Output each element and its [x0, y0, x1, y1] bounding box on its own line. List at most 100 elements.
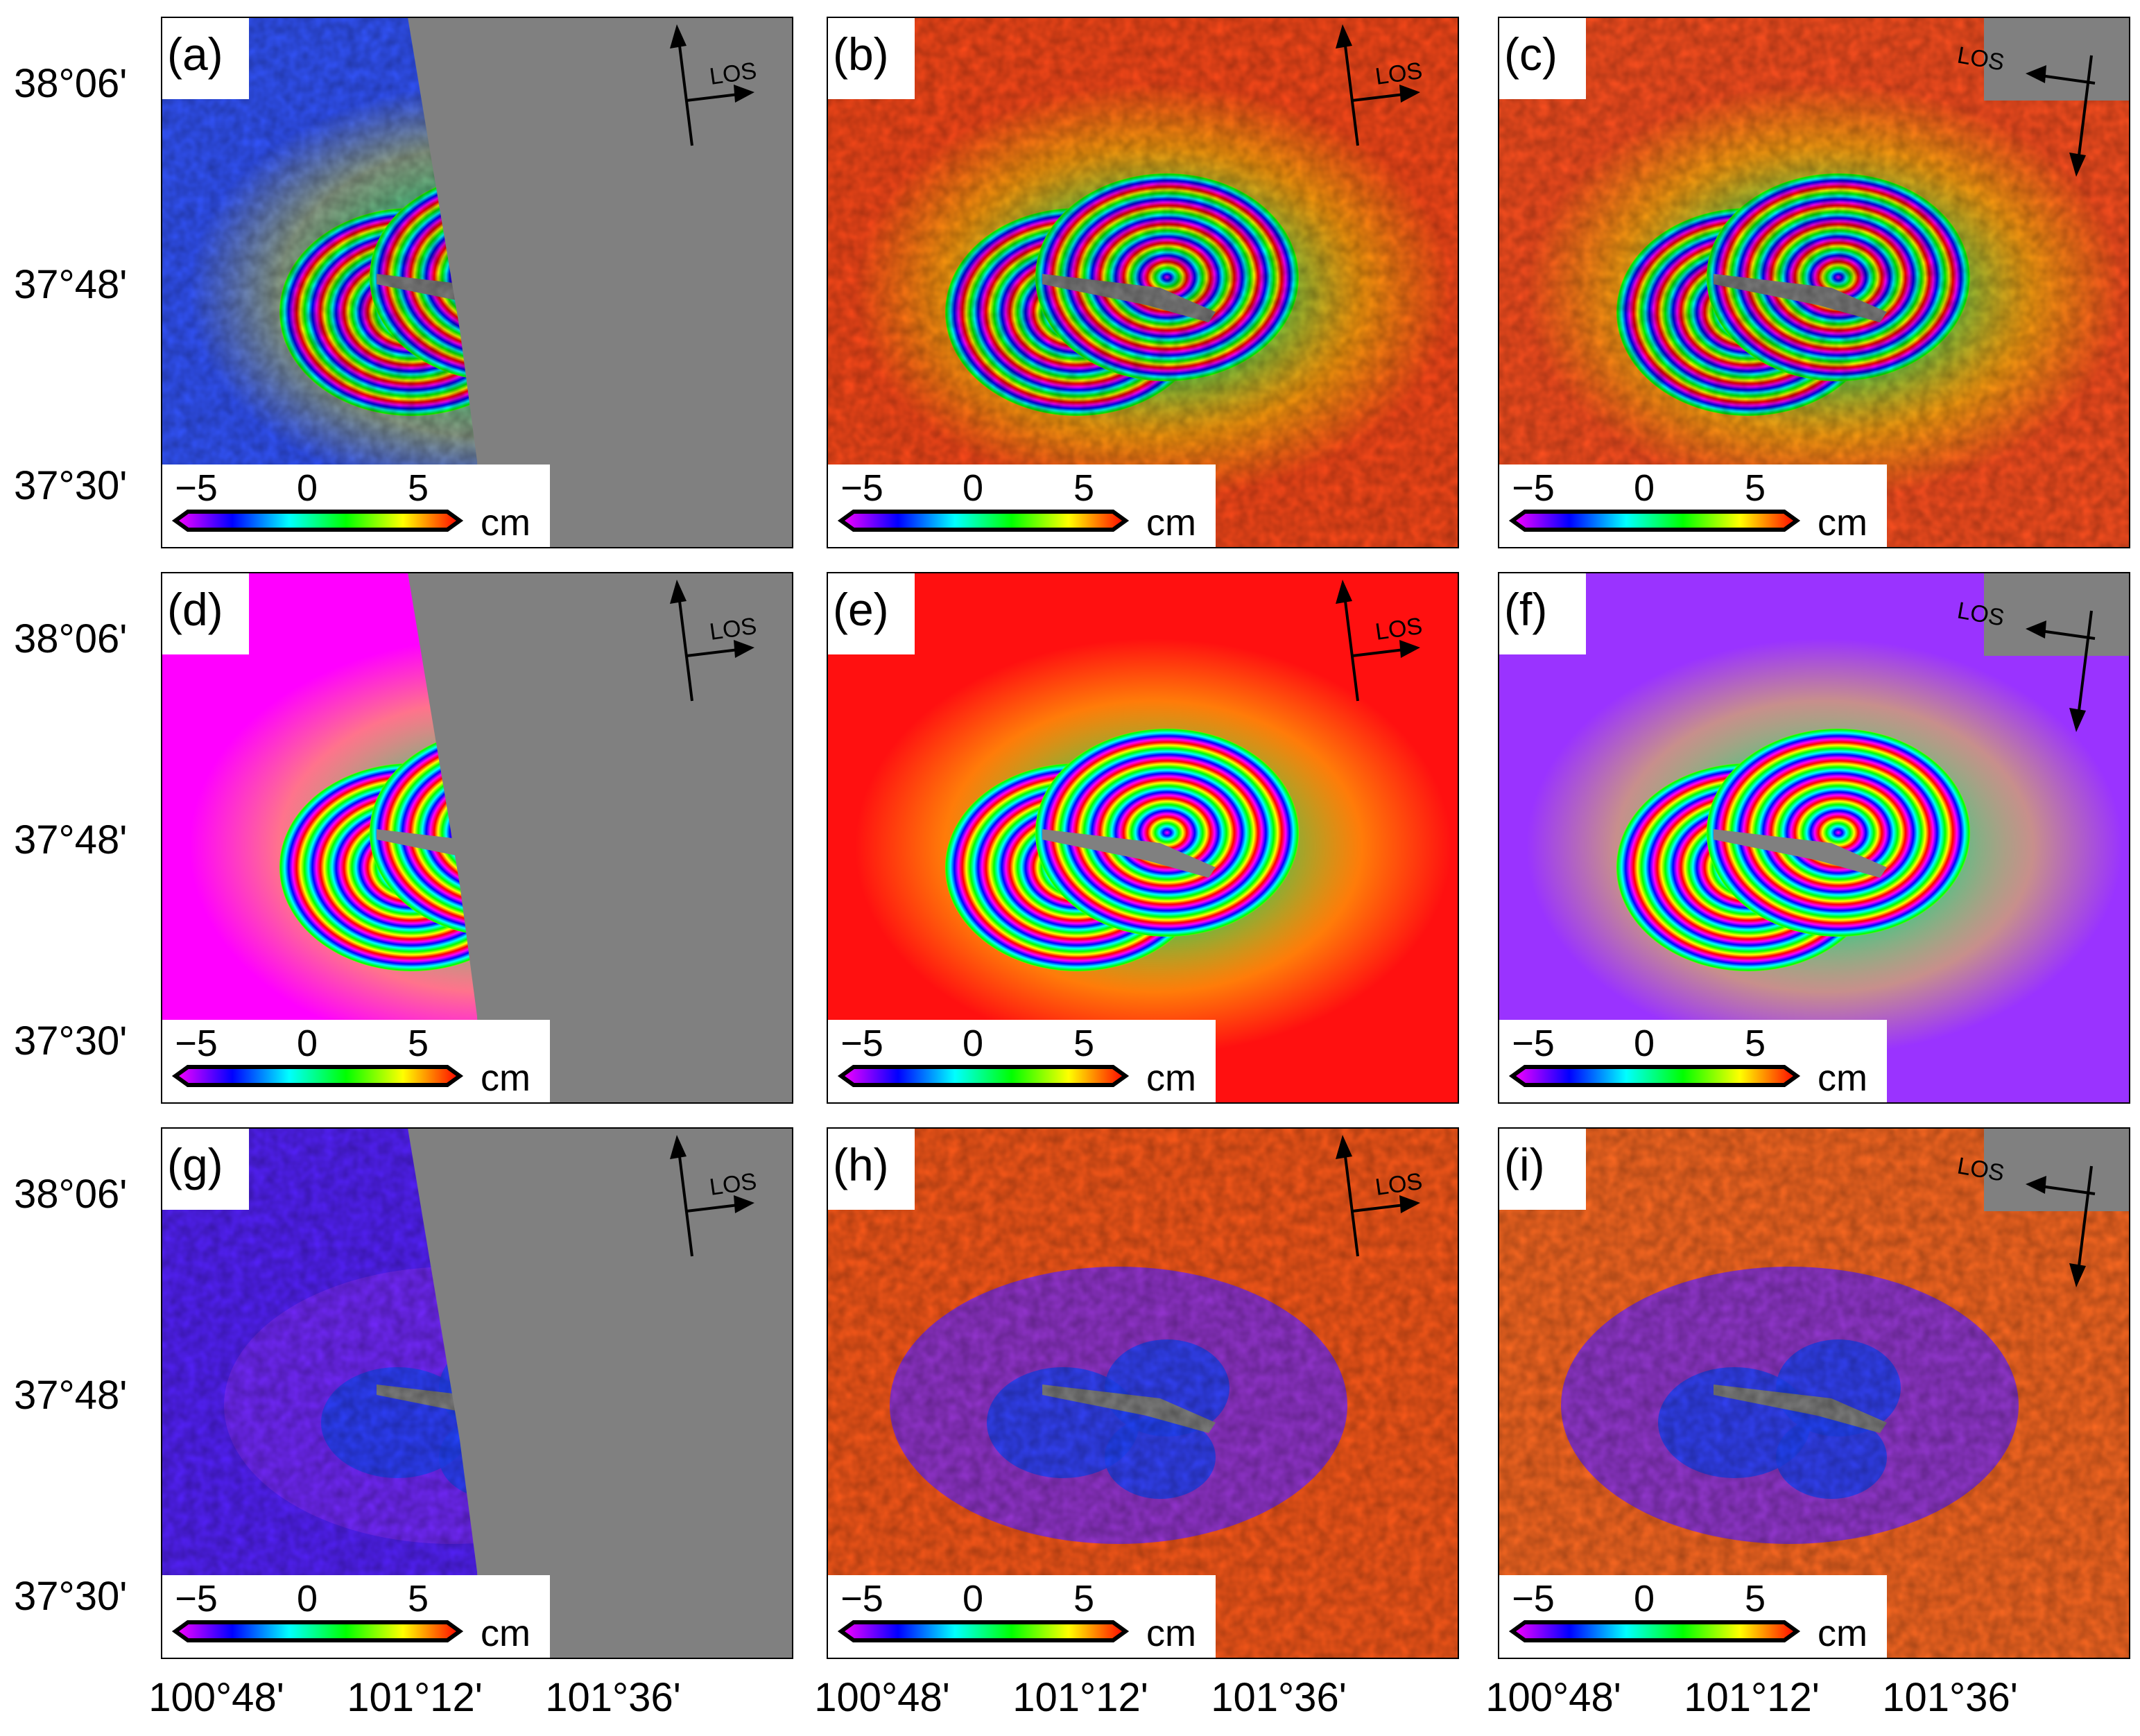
colorbar-tick-label: 5	[408, 1578, 429, 1620]
colorbar-tick-label: −5	[175, 1578, 218, 1620]
los-arrow-icon: LOS	[1336, 24, 1424, 146]
colorbar-tick-label: −5	[840, 467, 883, 509]
colorbar-unit: cm	[1146, 1057, 1196, 1099]
los-label: LOS	[708, 58, 759, 90]
panel-label-background	[1499, 1128, 1586, 1210]
colorbar-legend: −5 0 5 cm	[1499, 465, 1887, 548]
lon-label-mid-col1: 101°12'	[347, 1675, 483, 1720]
fringe-lobe	[1035, 729, 1299, 937]
los-arrow-icon: LOS	[670, 24, 758, 146]
lat-label-mid-row2: 37°48'	[14, 817, 128, 862]
colorbar-legend: −5 0 5 cm	[1499, 1020, 1887, 1103]
panel-label: (a)	[167, 28, 223, 80]
colorbar	[1508, 510, 1801, 532]
colorbar-unit: cm	[1818, 1613, 1867, 1654]
colorbar-tick-label: −5	[1512, 1578, 1555, 1620]
no-data-area	[1984, 1128, 2130, 1211]
panel-label: (e)	[833, 584, 889, 635]
colorbar-tick-label: 0	[963, 1578, 983, 1620]
colorbar	[837, 1065, 1130, 1087]
panel-frame	[1498, 572, 2130, 1104]
colorbar-tick-label: 5	[1745, 1023, 1766, 1064]
panel-frame	[161, 1127, 793, 1659]
colorbar-background	[162, 465, 550, 548]
colorbar-legend: −5 0 5 cm	[827, 1020, 1216, 1103]
lat-label-mid-row3: 37°48'	[14, 1373, 128, 1418]
colorbar-legend: −5 0 5 cm	[827, 1575, 1216, 1658]
colorbar-tick-label: −5	[1512, 1023, 1555, 1064]
panel-label-background	[1499, 573, 1586, 654]
colorbar-tick-label: 5	[1073, 1023, 1094, 1064]
lon-label-mid-col2: 101°12'	[1012, 1675, 1148, 1720]
colorbar-tick-label: 0	[297, 1023, 318, 1064]
lat-label-south-row3: 37°30'	[14, 1574, 128, 1619]
colorbar-legend: −5 0 5 cm	[162, 465, 550, 548]
colorbar	[171, 1620, 464, 1642]
lat-label-north-row3: 38°06'	[14, 1172, 128, 1217]
panel-label-background	[827, 17, 915, 99]
colorbar-legend: −5 0 5 cm	[1499, 1575, 1887, 1658]
panel-label: (h)	[833, 1139, 889, 1190]
colorbar	[171, 1065, 464, 1087]
colorbar-tick-label: 0	[1634, 467, 1655, 509]
panel-label-background	[827, 1128, 915, 1210]
los-label: LOS	[1374, 58, 1424, 90]
colorbar-unit: cm	[1818, 1057, 1867, 1099]
colorbar-unit: cm	[1146, 1613, 1196, 1654]
no-data-area	[408, 1128, 793, 1658]
lon-label-east-col1: 101°36'	[545, 1675, 681, 1720]
panel-label: (b)	[833, 28, 889, 80]
colorbar	[837, 510, 1130, 532]
lat-label-north-row2: 38°06'	[14, 616, 128, 661]
panel-h: −5 0 5 cm (h) LOS	[827, 1127, 1459, 1659]
los-label: LOS	[1374, 1168, 1424, 1201]
colorbar-background	[162, 1575, 550, 1658]
colorbar-tick-label: 5	[408, 467, 429, 509]
colorbar-tick-label: 0	[1634, 1578, 1655, 1620]
colorbar-unit: cm	[1146, 502, 1196, 544]
lon-label-east-col3: 101°36'	[1882, 1675, 2018, 1720]
panel-label: (d)	[167, 584, 223, 635]
speckle-noise	[1499, 17, 2130, 548]
no-data-area	[1984, 573, 2130, 656]
lon-label-west-col2: 100°48'	[814, 1675, 950, 1720]
colorbar-background	[1499, 1020, 1887, 1103]
panel-d: −5 0 5 cm (d) LOS	[161, 572, 793, 1104]
panel-label: (i)	[1504, 1139, 1545, 1190]
panel-frame	[1498, 17, 2130, 548]
colorbar-unit: cm	[1818, 502, 1867, 544]
no-data-area	[408, 573, 793, 1103]
panel-label: (g)	[167, 1139, 223, 1190]
colorbar	[171, 510, 464, 532]
los-label: LOS	[708, 1168, 759, 1201]
panel-g: −5 0 5 cm (g) LOS	[161, 1127, 793, 1659]
colorbar-unit: cm	[481, 1613, 530, 1654]
panel-i: −5 0 5cm(i) LOS	[1498, 1127, 2130, 1659]
los-arrow-icon: LOS	[1336, 580, 1424, 702]
lat-label-south-row2: 37°30'	[14, 1018, 128, 1064]
panel-label: (c)	[1504, 28, 1557, 80]
colorbar-background	[827, 1020, 1216, 1103]
fault-trace	[1714, 829, 1887, 878]
colorbar-unit: cm	[481, 1057, 530, 1099]
colorbar-tick-label: 0	[963, 467, 983, 509]
colorbar-background	[162, 1020, 550, 1103]
no-data-area	[1984, 17, 2130, 101]
los-arrow-icon: LOS	[670, 580, 758, 702]
no-data-area	[408, 17, 793, 548]
colorbar-tick-label: −5	[1512, 467, 1555, 509]
lon-label-east-col2: 101°36'	[1211, 1675, 1347, 1720]
colorbar-background	[1499, 465, 1887, 548]
panel-a: −5 0 5 cm (a) LOS	[161, 17, 793, 548]
panel-f: −5 0 5 cm (f) LOS	[1498, 572, 2130, 1104]
panel-label-background	[162, 17, 249, 99]
colorbar-legend: −5 0 5 cm	[827, 465, 1216, 548]
los-arrow-icon: LOS	[1956, 597, 2096, 732]
colorbar	[1508, 1620, 1801, 1642]
colorbar-tick-label: −5	[175, 467, 218, 509]
speckle-noise	[1499, 1128, 2130, 1658]
colorbar-tick-label: 0	[963, 1023, 983, 1064]
colorbar-tick-label: 5	[408, 1023, 429, 1064]
panel-frame	[827, 1127, 1459, 1659]
